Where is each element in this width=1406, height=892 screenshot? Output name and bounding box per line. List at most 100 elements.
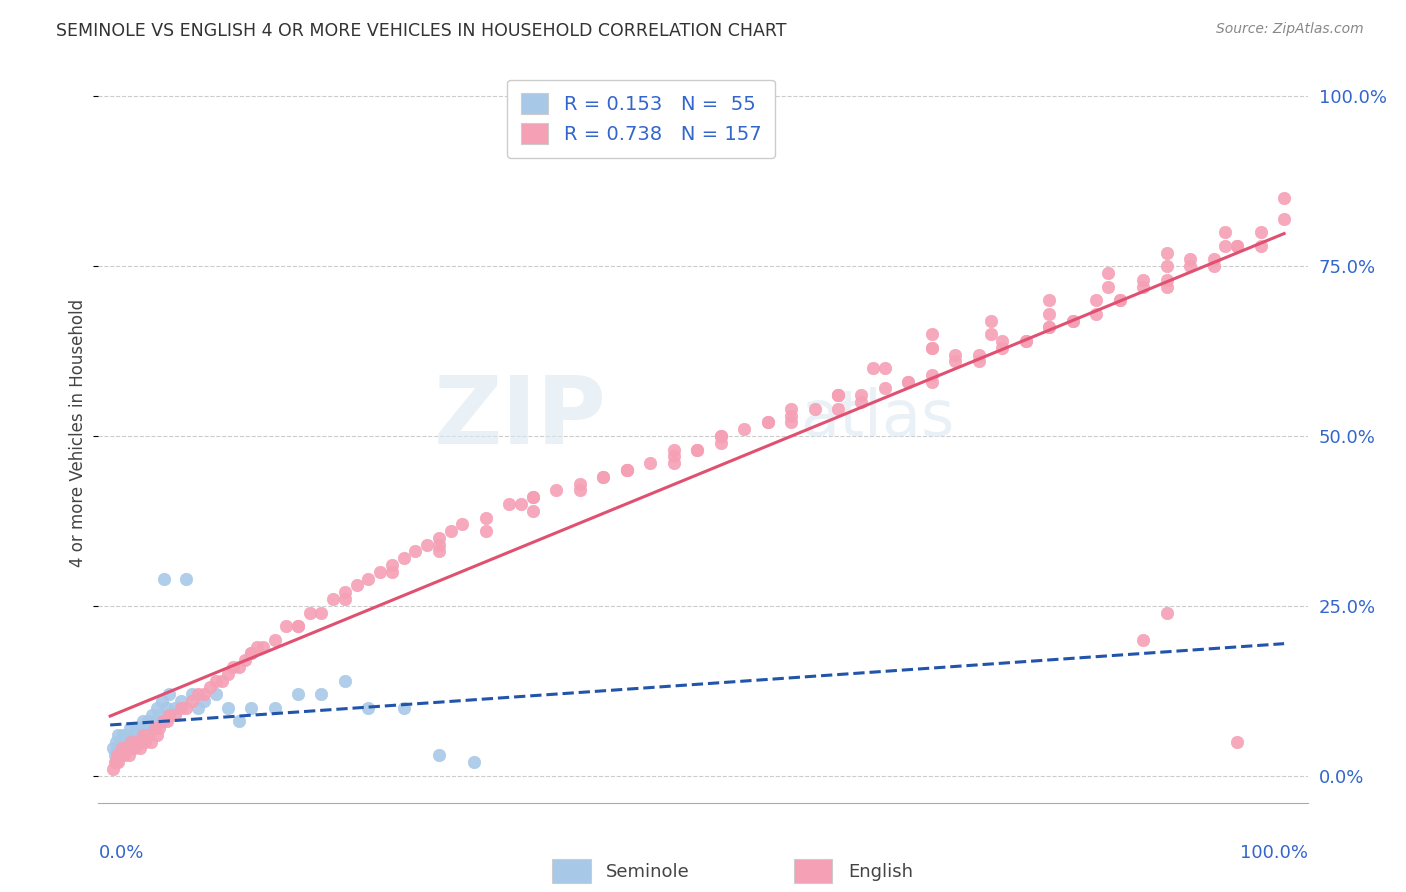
Point <box>1097 279 1119 293</box>
Point <box>111 741 134 756</box>
Point <box>129 721 152 735</box>
Point <box>240 646 263 660</box>
Point <box>921 327 943 342</box>
Point <box>1132 632 1154 647</box>
Point <box>945 354 967 368</box>
Point <box>127 728 149 742</box>
Point <box>110 748 132 763</box>
Point <box>122 741 145 756</box>
Point <box>463 755 485 769</box>
Point <box>780 416 803 430</box>
Point <box>1062 313 1084 327</box>
Point <box>1180 252 1202 267</box>
Point <box>150 694 173 708</box>
Point <box>851 388 873 402</box>
Point <box>105 734 128 748</box>
Point <box>263 632 285 647</box>
Point <box>662 442 685 457</box>
Point <box>134 734 156 748</box>
Point <box>252 640 274 654</box>
Text: 0.0%: 0.0% <box>98 844 143 862</box>
Point <box>153 572 176 586</box>
Point <box>117 734 139 748</box>
Point <box>1097 266 1119 280</box>
Text: 100.0%: 100.0% <box>1240 844 1308 862</box>
Point <box>616 463 638 477</box>
Point <box>616 463 638 477</box>
Point <box>1202 252 1225 267</box>
Point <box>287 619 309 633</box>
Point <box>733 422 755 436</box>
Point <box>381 558 404 572</box>
Point <box>510 497 533 511</box>
Point <box>1226 239 1249 253</box>
Point <box>1132 273 1154 287</box>
Point <box>217 700 239 714</box>
Point <box>246 640 269 654</box>
Point <box>163 707 186 722</box>
Point <box>155 700 177 714</box>
Point <box>110 734 132 748</box>
Point <box>1108 293 1130 308</box>
Point <box>827 388 849 402</box>
Point <box>176 700 198 714</box>
Point <box>357 700 380 714</box>
Point <box>522 504 544 518</box>
Text: ZIP: ZIP <box>433 372 606 464</box>
Point <box>1038 320 1060 334</box>
Point <box>155 714 177 729</box>
Point <box>121 741 143 756</box>
Point <box>132 714 155 729</box>
Point <box>427 748 450 763</box>
Point <box>141 707 163 722</box>
Point <box>780 409 803 423</box>
Point <box>333 673 356 688</box>
Point <box>710 429 733 443</box>
Point <box>287 687 309 701</box>
Point <box>333 592 356 607</box>
Point <box>522 490 544 504</box>
Point <box>1272 211 1295 226</box>
Point <box>148 721 170 735</box>
Point <box>187 687 209 701</box>
Point <box>756 416 779 430</box>
Point <box>873 361 896 376</box>
Point <box>101 741 124 756</box>
Point <box>131 728 153 742</box>
Point <box>1085 293 1108 308</box>
Point <box>980 313 1002 327</box>
Point <box>381 565 404 579</box>
Point <box>240 646 263 660</box>
Point <box>568 476 591 491</box>
Point <box>1215 239 1237 253</box>
Point <box>827 388 849 402</box>
Point <box>1226 239 1249 253</box>
Point <box>176 572 198 586</box>
Point <box>427 538 450 552</box>
Point <box>862 361 884 376</box>
Point <box>1085 307 1108 321</box>
Point <box>120 734 142 748</box>
FancyBboxPatch shape <box>551 859 591 883</box>
Point <box>945 347 967 361</box>
Point <box>157 687 180 701</box>
Point <box>1250 239 1272 253</box>
Point <box>107 755 129 769</box>
Point <box>346 578 368 592</box>
Point <box>104 748 127 763</box>
Point <box>568 483 591 498</box>
Legend: R = 0.153   N =  55, R = 0.738   N = 157: R = 0.153 N = 55, R = 0.738 N = 157 <box>508 79 775 158</box>
Point <box>1226 734 1249 748</box>
Point <box>991 341 1014 355</box>
Point <box>498 497 520 511</box>
Point <box>222 660 245 674</box>
Point <box>662 456 685 470</box>
Point <box>592 469 614 483</box>
Text: SEMINOLE VS ENGLISH 4 OR MORE VEHICLES IN HOUSEHOLD CORRELATION CHART: SEMINOLE VS ENGLISH 4 OR MORE VEHICLES I… <box>56 22 787 40</box>
Point <box>921 341 943 355</box>
Text: English: English <box>848 863 912 880</box>
Point <box>152 714 174 729</box>
Point <box>357 572 380 586</box>
Point <box>105 755 128 769</box>
Point <box>169 694 191 708</box>
